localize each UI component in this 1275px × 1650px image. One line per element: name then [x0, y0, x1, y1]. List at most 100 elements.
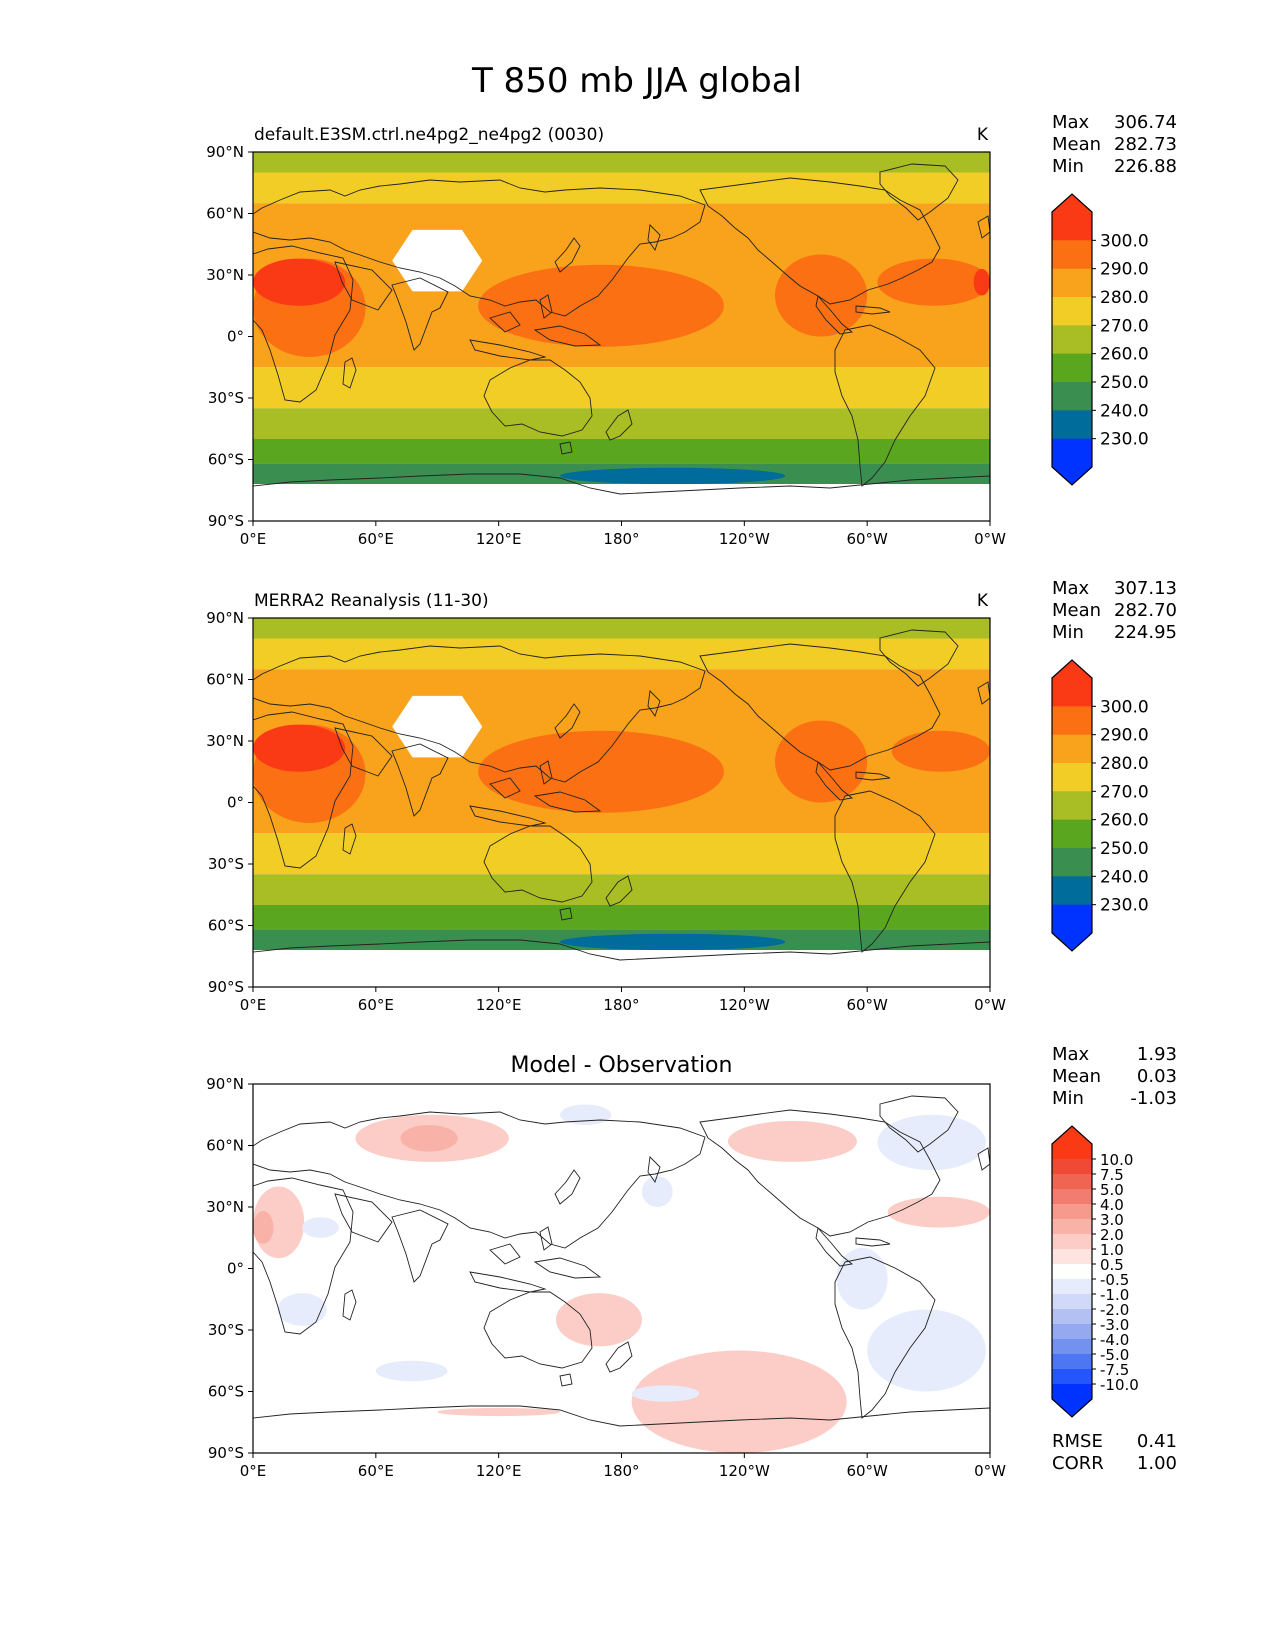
colorbar-label: 250.0: [1100, 839, 1149, 859]
contour-region: [437, 1407, 561, 1417]
missing-data-region: [392, 229, 483, 292]
x-tick-label: 120°E: [476, 530, 522, 548]
y-tick-label: 90°N: [206, 143, 244, 161]
colorbar-outline: [1051, 1125, 1093, 1418]
panel-title: Model - Observation: [511, 1053, 733, 1078]
colorbar-label: 270.0: [1100, 782, 1149, 802]
contour-region: [727, 1120, 857, 1162]
x-tick-label: 60°W: [846, 1462, 888, 1480]
contour-band: [253, 367, 990, 409]
colorbar-block: [1052, 1189, 1092, 1205]
x-tick-label: 180°: [603, 996, 639, 1014]
colorbar-label: 3.0: [1100, 1211, 1124, 1229]
colorbar-extend-max: [1052, 194, 1092, 212]
colorbar-block: [1052, 1309, 1092, 1325]
stat-label: Max: [1052, 112, 1090, 133]
x-tick-label: 120°E: [476, 996, 522, 1014]
x-tick-label: 0°W: [974, 530, 1006, 548]
stat-mean: 0.03: [1137, 1066, 1177, 1087]
colorbar-label: 240.0: [1100, 867, 1149, 887]
y-tick-label: 0°: [227, 794, 244, 812]
colorbar-block: [1052, 678, 1092, 707]
colorbar-block: [1052, 1144, 1092, 1160]
x-tick-label: 120°E: [476, 1462, 522, 1480]
colorbar-block: [1052, 1219, 1092, 1235]
colorbar-extend-max: [1052, 660, 1092, 678]
colorbar-label: 280.0: [1100, 754, 1149, 774]
colorbar-label: 270.0: [1100, 316, 1149, 336]
colorbar-block: [1052, 1354, 1092, 1370]
colorbar-label: 230.0: [1100, 896, 1149, 916]
contour-band: [253, 172, 990, 204]
colorbar-block: [1052, 848, 1092, 877]
colorbar-label: -4.0: [1100, 1331, 1129, 1349]
contour-region: [253, 1211, 274, 1244]
stat-min: 226.88: [1114, 156, 1177, 177]
contour-region: [867, 1309, 986, 1392]
stat-label: Max: [1052, 578, 1090, 599]
missing-data-region: [253, 484, 990, 521]
colorbar-label: 1.0: [1100, 1241, 1124, 1259]
colorbar-block: [1052, 240, 1092, 270]
colorbar-label: 4.0: [1100, 1196, 1124, 1214]
x-tick-label: 180°: [603, 530, 639, 548]
colorbar: 10.07.55.04.03.02.01.00.5-0.5-1.0-2.0-3.…: [1051, 1125, 1139, 1418]
colorbar-label: -2.0: [1100, 1301, 1129, 1319]
y-tick-label: 60°N: [206, 671, 244, 689]
x-tick-label: 120°W: [719, 996, 770, 1014]
contour-band: [253, 905, 990, 930]
colorbar-block: [1052, 438, 1092, 468]
stat-label: Min: [1052, 622, 1084, 643]
colorbar-block: [1052, 706, 1092, 736]
colorbar-label: 240.0: [1100, 401, 1149, 421]
missing-data-region: [253, 950, 990, 987]
colorbar-label: 7.5: [1100, 1166, 1124, 1184]
stat-max: 307.13: [1114, 578, 1177, 599]
contour-band: [253, 618, 990, 639]
y-tick-label: 60°S: [208, 451, 244, 469]
x-tick-label: 0°W: [974, 996, 1006, 1014]
contour-band: [253, 203, 990, 234]
stat-label: Mean: [1052, 134, 1101, 155]
x-tick-label: 0°E: [240, 530, 267, 548]
colorbar-block: [1052, 1339, 1092, 1355]
stat-label: Mean: [1052, 600, 1101, 621]
y-tick-label: 90°S: [208, 978, 244, 996]
colorbar-block: [1052, 212, 1092, 241]
colorbar-block: [1052, 791, 1092, 821]
y-tick-label: 30°S: [208, 855, 244, 873]
colorbar-block: [1052, 1369, 1092, 1385]
map-field: [253, 618, 990, 987]
stat-mean: 282.70: [1114, 600, 1177, 621]
contour-band: [253, 152, 990, 173]
colorbar-block: [1052, 1264, 1092, 1280]
colorbar-block: [1052, 1294, 1092, 1310]
colorbar-label: -10.0: [1100, 1376, 1139, 1394]
contour-region: [302, 1217, 339, 1238]
colorbar-label: 250.0: [1100, 373, 1149, 393]
panel-test: 0°E 60°E 120°E 180° 120°W 60°W 0°W 90°N 60°N 30°N…: [206, 112, 1177, 548]
extra-stat-value: 0.41: [1137, 1431, 1177, 1452]
colorbar: 300.0 290.0 280.0 270.0 260.0 250.0 240.0 230.0: [1051, 659, 1149, 952]
map-field: [253, 152, 990, 521]
colorbar-block: [1052, 819, 1092, 849]
x-tick-label: 0°E: [240, 1462, 267, 1480]
colorbar-block: [1052, 268, 1092, 298]
y-tick-label: 90°N: [206, 1075, 244, 1093]
y-tick-label: 60°S: [208, 1383, 244, 1401]
colorbar-block: [1052, 1234, 1092, 1250]
contour-region: [277, 1293, 327, 1326]
x-tick-label: 60°E: [358, 1462, 394, 1480]
figure-title: T 850 mb JJA global: [471, 61, 802, 101]
x-tick-label: 120°W: [719, 1462, 770, 1480]
colorbar: 300.0 290.0 280.0 270.0 260.0 250.0 240.0 230.0: [1051, 193, 1149, 486]
contour-region: [375, 1360, 448, 1382]
y-tick-label: 30°S: [208, 389, 244, 407]
y-tick-label: 30°N: [206, 266, 244, 284]
colorbar-label: 290.0: [1100, 726, 1149, 746]
y-tick-label: 60°S: [208, 917, 244, 935]
extra-stat-label: CORR: [1052, 1453, 1104, 1474]
contour-region: [560, 933, 786, 951]
colorbar-label: 2.0: [1100, 1226, 1124, 1244]
